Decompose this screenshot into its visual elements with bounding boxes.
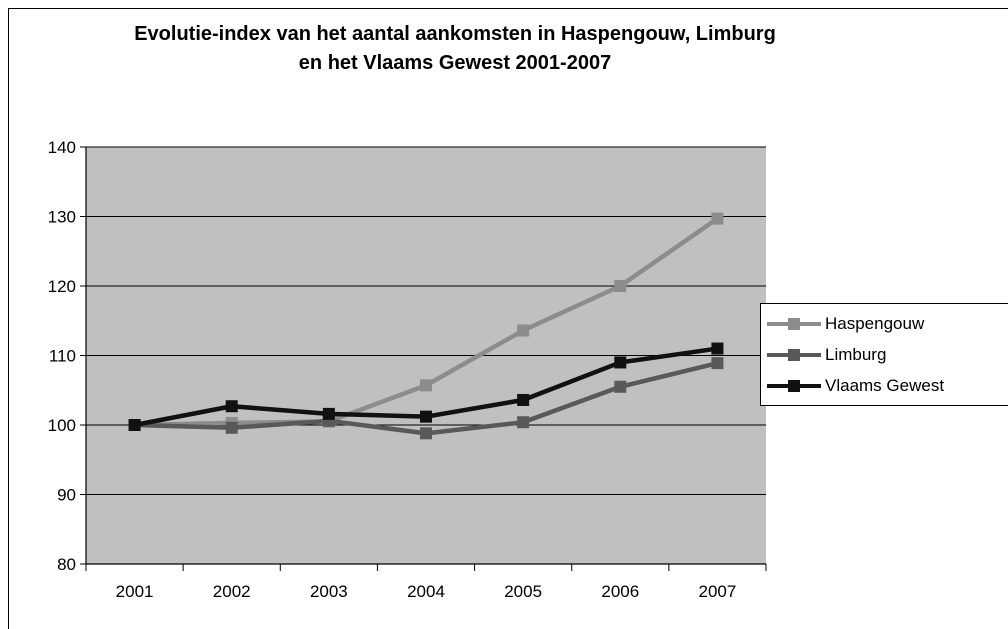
x-tick-label-2001: 2001 (116, 582, 154, 601)
y-tick-label-80: 80 (57, 555, 76, 574)
data-point-vlaams-gewest-2004 (420, 410, 432, 423)
legend-marker-limburg (788, 349, 800, 361)
chart-title: Evolutie-index van het aantal aankomsten… (60, 20, 850, 78)
x-tick-label-2004: 2004 (407, 582, 445, 601)
data-point-haspengouw-2005 (517, 324, 530, 337)
chart-title-line-1: Evolutie-index van het aantal aankomsten… (134, 23, 776, 45)
legend-item-limburg: Limburg (761, 341, 1008, 369)
data-point-limburg-2004 (420, 427, 432, 440)
x-tick-label-2007: 2007 (699, 582, 737, 601)
data-point-haspengouw-2004 (420, 379, 432, 392)
data-point-haspengouw-2007 (711, 212, 724, 225)
y-tick-label-130: 130 (48, 208, 76, 227)
data-point-vlaams-gewest-2006 (614, 356, 627, 369)
legend-label-haspengouw: Haspengouw (825, 314, 925, 333)
legend-marker-haspengouw (788, 318, 800, 330)
data-point-vlaams-gewest-2002 (225, 400, 238, 413)
y-tick-label-100: 100 (48, 416, 76, 435)
data-point-limburg-2006 (614, 380, 627, 393)
data-point-vlaams-gewest-2005 (517, 393, 530, 406)
legend-item-haspengouw: Haspengouw (761, 310, 1008, 338)
data-point-vlaams-gewest-2003 (322, 407, 335, 420)
legend-label-vlaams-gewest: Vlaams Gewest (825, 376, 945, 395)
x-tick-label-2006: 2006 (601, 582, 639, 601)
data-point-limburg-2002 (225, 421, 238, 434)
chart-legend: Haspengouw Limburg Vlaams Gewest (760, 303, 1008, 406)
x-tick-label-2003: 2003 (310, 582, 348, 601)
legend-marker-vlaams-gewest (788, 380, 800, 392)
data-point-limburg-2005 (517, 416, 530, 429)
data-point-vlaams-gewest-2001 (128, 419, 141, 431)
y-tick-label-90: 90 (57, 486, 76, 505)
legend-label-limburg: Limburg (825, 345, 887, 364)
data-point-vlaams-gewest-2007 (711, 342, 724, 355)
x-tick-label-2005: 2005 (504, 582, 542, 601)
data-point-limburg-2007 (711, 357, 724, 370)
x-tick-label-2002: 2002 (213, 582, 251, 601)
data-point-haspengouw-2006 (614, 280, 627, 292)
y-tick-label-120: 120 (48, 277, 76, 296)
chart-title-line-2: en het Vlaams Gewest 2001-2007 (298, 52, 612, 74)
y-tick-label-110: 110 (49, 347, 76, 366)
legend-item-vlaams-gewest: Vlaams Gewest (761, 372, 1008, 400)
y-tick-label-140: 140 (48, 138, 76, 157)
